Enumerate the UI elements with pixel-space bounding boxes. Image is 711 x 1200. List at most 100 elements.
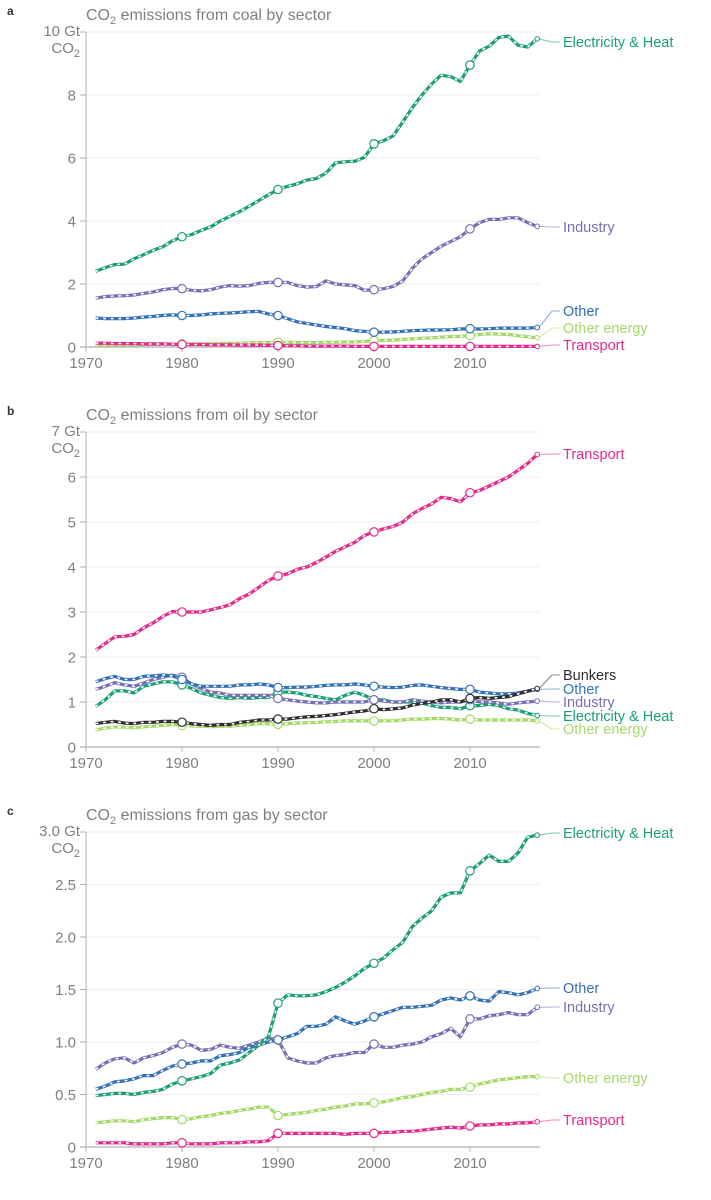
decade-marker bbox=[273, 1035, 283, 1045]
decade-marker bbox=[177, 310, 187, 321]
x-tick-label: 1970 bbox=[69, 355, 102, 372]
series-line bbox=[95, 34, 539, 273]
y-tick-label: 2.0 bbox=[55, 929, 76, 946]
x-tick-label: 1980 bbox=[165, 1155, 198, 1172]
y-axis-max-value: 7 Gt bbox=[51, 423, 80, 440]
series-line bbox=[95, 1120, 538, 1146]
series-line-dash-overlay bbox=[95, 717, 538, 731]
decade-marker bbox=[465, 60, 475, 70]
end-marker bbox=[534, 451, 541, 458]
series-other-energy: Other energy bbox=[95, 1071, 648, 1125]
chart-coal: 0 2 4 6 8 1970 1980 1990 2000 2010 Other energyTra… bbox=[68, 31, 673, 372]
y-unit-sub: 2 bbox=[73, 448, 80, 460]
x-tick-label: 2010 bbox=[453, 355, 486, 372]
decade-marker bbox=[273, 310, 283, 321]
y-tick-label: 0.5 bbox=[55, 1087, 76, 1104]
legend-leader-line bbox=[538, 327, 560, 338]
end-marker bbox=[534, 1119, 541, 1125]
series-line-dash-overlay bbox=[95, 1006, 538, 1070]
y-tick-label: 3 bbox=[68, 604, 76, 621]
title-co: CO bbox=[86, 807, 110, 824]
decade-marker bbox=[369, 1012, 379, 1022]
y-unit-co: CO bbox=[51, 840, 74, 857]
chart-title-oil: CO2 emissions from oil by sector bbox=[86, 407, 318, 427]
title-co: CO bbox=[86, 407, 110, 424]
decade-marker bbox=[273, 1128, 283, 1139]
series-other: Other bbox=[95, 304, 599, 337]
legend-label: Other bbox=[563, 981, 599, 997]
series-line-dash-overlay bbox=[95, 310, 538, 333]
decade-marker bbox=[369, 1098, 379, 1108]
series-electricity-heat: Electricity & Heat bbox=[95, 34, 673, 273]
y-axis-unit-co2: CO2 bbox=[0, 440, 80, 463]
chart-title-gas: CO2 emissions from gas by sector bbox=[86, 807, 328, 827]
y-tick-label: 8 bbox=[68, 87, 76, 104]
legend-label: Other bbox=[563, 682, 599, 698]
y-tick-label: 4 bbox=[68, 213, 76, 230]
x-tick-label: 1970 bbox=[69, 1155, 102, 1172]
decade-marker bbox=[369, 681, 379, 692]
panel-gas: c CO2 emissions from gas by sector 3.0 G… bbox=[0, 800, 711, 1200]
end-marker bbox=[534, 223, 541, 230]
decade-marker bbox=[369, 341, 379, 352]
end-marker bbox=[534, 324, 541, 331]
y-tick-label: 0 bbox=[68, 1139, 76, 1156]
end-marker bbox=[534, 685, 541, 692]
series-line-dash-overlay bbox=[95, 674, 538, 695]
end-marker bbox=[534, 1004, 541, 1011]
series-line bbox=[95, 833, 538, 1098]
decade-marker bbox=[177, 339, 187, 350]
series-line-dash-overlay bbox=[95, 333, 538, 346]
legend-leader-line bbox=[538, 674, 560, 689]
legend-leader-line bbox=[539, 344, 560, 347]
end-marker bbox=[534, 832, 541, 838]
title-sub: 2 bbox=[110, 15, 117, 28]
legend-leader-line bbox=[538, 310, 560, 328]
x-tick-label: 2000 bbox=[357, 355, 390, 372]
end-marker bbox=[534, 718, 541, 724]
y-axis-unit-gas: 3.0 Gt CO2 bbox=[0, 823, 80, 863]
series-line-dash-overlay bbox=[95, 687, 538, 727]
title-sub: 2 bbox=[110, 415, 117, 428]
legend-label: Electricity & Heat bbox=[563, 826, 673, 842]
decade-marker bbox=[465, 1014, 475, 1024]
decade-marker bbox=[369, 958, 379, 969]
y-axis-unit-co2: CO2 bbox=[0, 40, 80, 63]
legend-label: Other bbox=[563, 304, 599, 320]
decade-marker bbox=[177, 1076, 187, 1086]
chart-gas: 0 0.5 1.0 1.5 2.0 2.5 1970 1980 1990 2000 2010 Othe… bbox=[55, 826, 673, 1172]
legend-label: Industry bbox=[563, 220, 615, 236]
decade-marker bbox=[369, 284, 379, 295]
decade-marker bbox=[369, 716, 379, 726]
y-tick-label: 2.5 bbox=[55, 877, 76, 894]
y-tick-label: 1 bbox=[68, 694, 76, 711]
decade-marker bbox=[465, 1082, 475, 1092]
y-unit-sub: 2 bbox=[73, 48, 80, 60]
y-unit-co: CO bbox=[51, 440, 74, 457]
series-other: Other bbox=[95, 673, 599, 698]
legend-label: Industry bbox=[563, 695, 615, 711]
chart-title-coal: CO2 emissions from coal by sector bbox=[86, 7, 331, 27]
legend-leader-line bbox=[539, 714, 560, 717]
decade-marker bbox=[273, 184, 283, 195]
y-tick-label: 0 bbox=[68, 339, 76, 356]
y-axis-max-value: 3.0 Gt bbox=[39, 823, 80, 840]
legend-label: Transport bbox=[563, 1113, 625, 1129]
decade-marker bbox=[177, 1137, 187, 1148]
decade-marker bbox=[465, 224, 475, 234]
x-tick-label: 1980 bbox=[165, 355, 198, 372]
legend-label: Industry bbox=[563, 1000, 615, 1016]
series-line bbox=[95, 1075, 538, 1125]
x-tick-label: 1990 bbox=[261, 355, 294, 372]
legend-label: Electricity & Heat bbox=[563, 35, 673, 51]
series-industry: Industry bbox=[94, 1000, 615, 1071]
panel-coal: a CO2 emissions from coal by sector 10 G… bbox=[0, 0, 711, 400]
legend-label: Other energy bbox=[563, 321, 648, 337]
decade-marker bbox=[273, 693, 283, 704]
series-other-energy: Other energy bbox=[95, 321, 648, 349]
y-tick-label: 6 bbox=[68, 469, 76, 486]
end-marker bbox=[534, 712, 541, 719]
decade-marker bbox=[369, 527, 379, 537]
panel-letter-c: c bbox=[7, 804, 14, 818]
title-sub: 2 bbox=[110, 815, 117, 828]
